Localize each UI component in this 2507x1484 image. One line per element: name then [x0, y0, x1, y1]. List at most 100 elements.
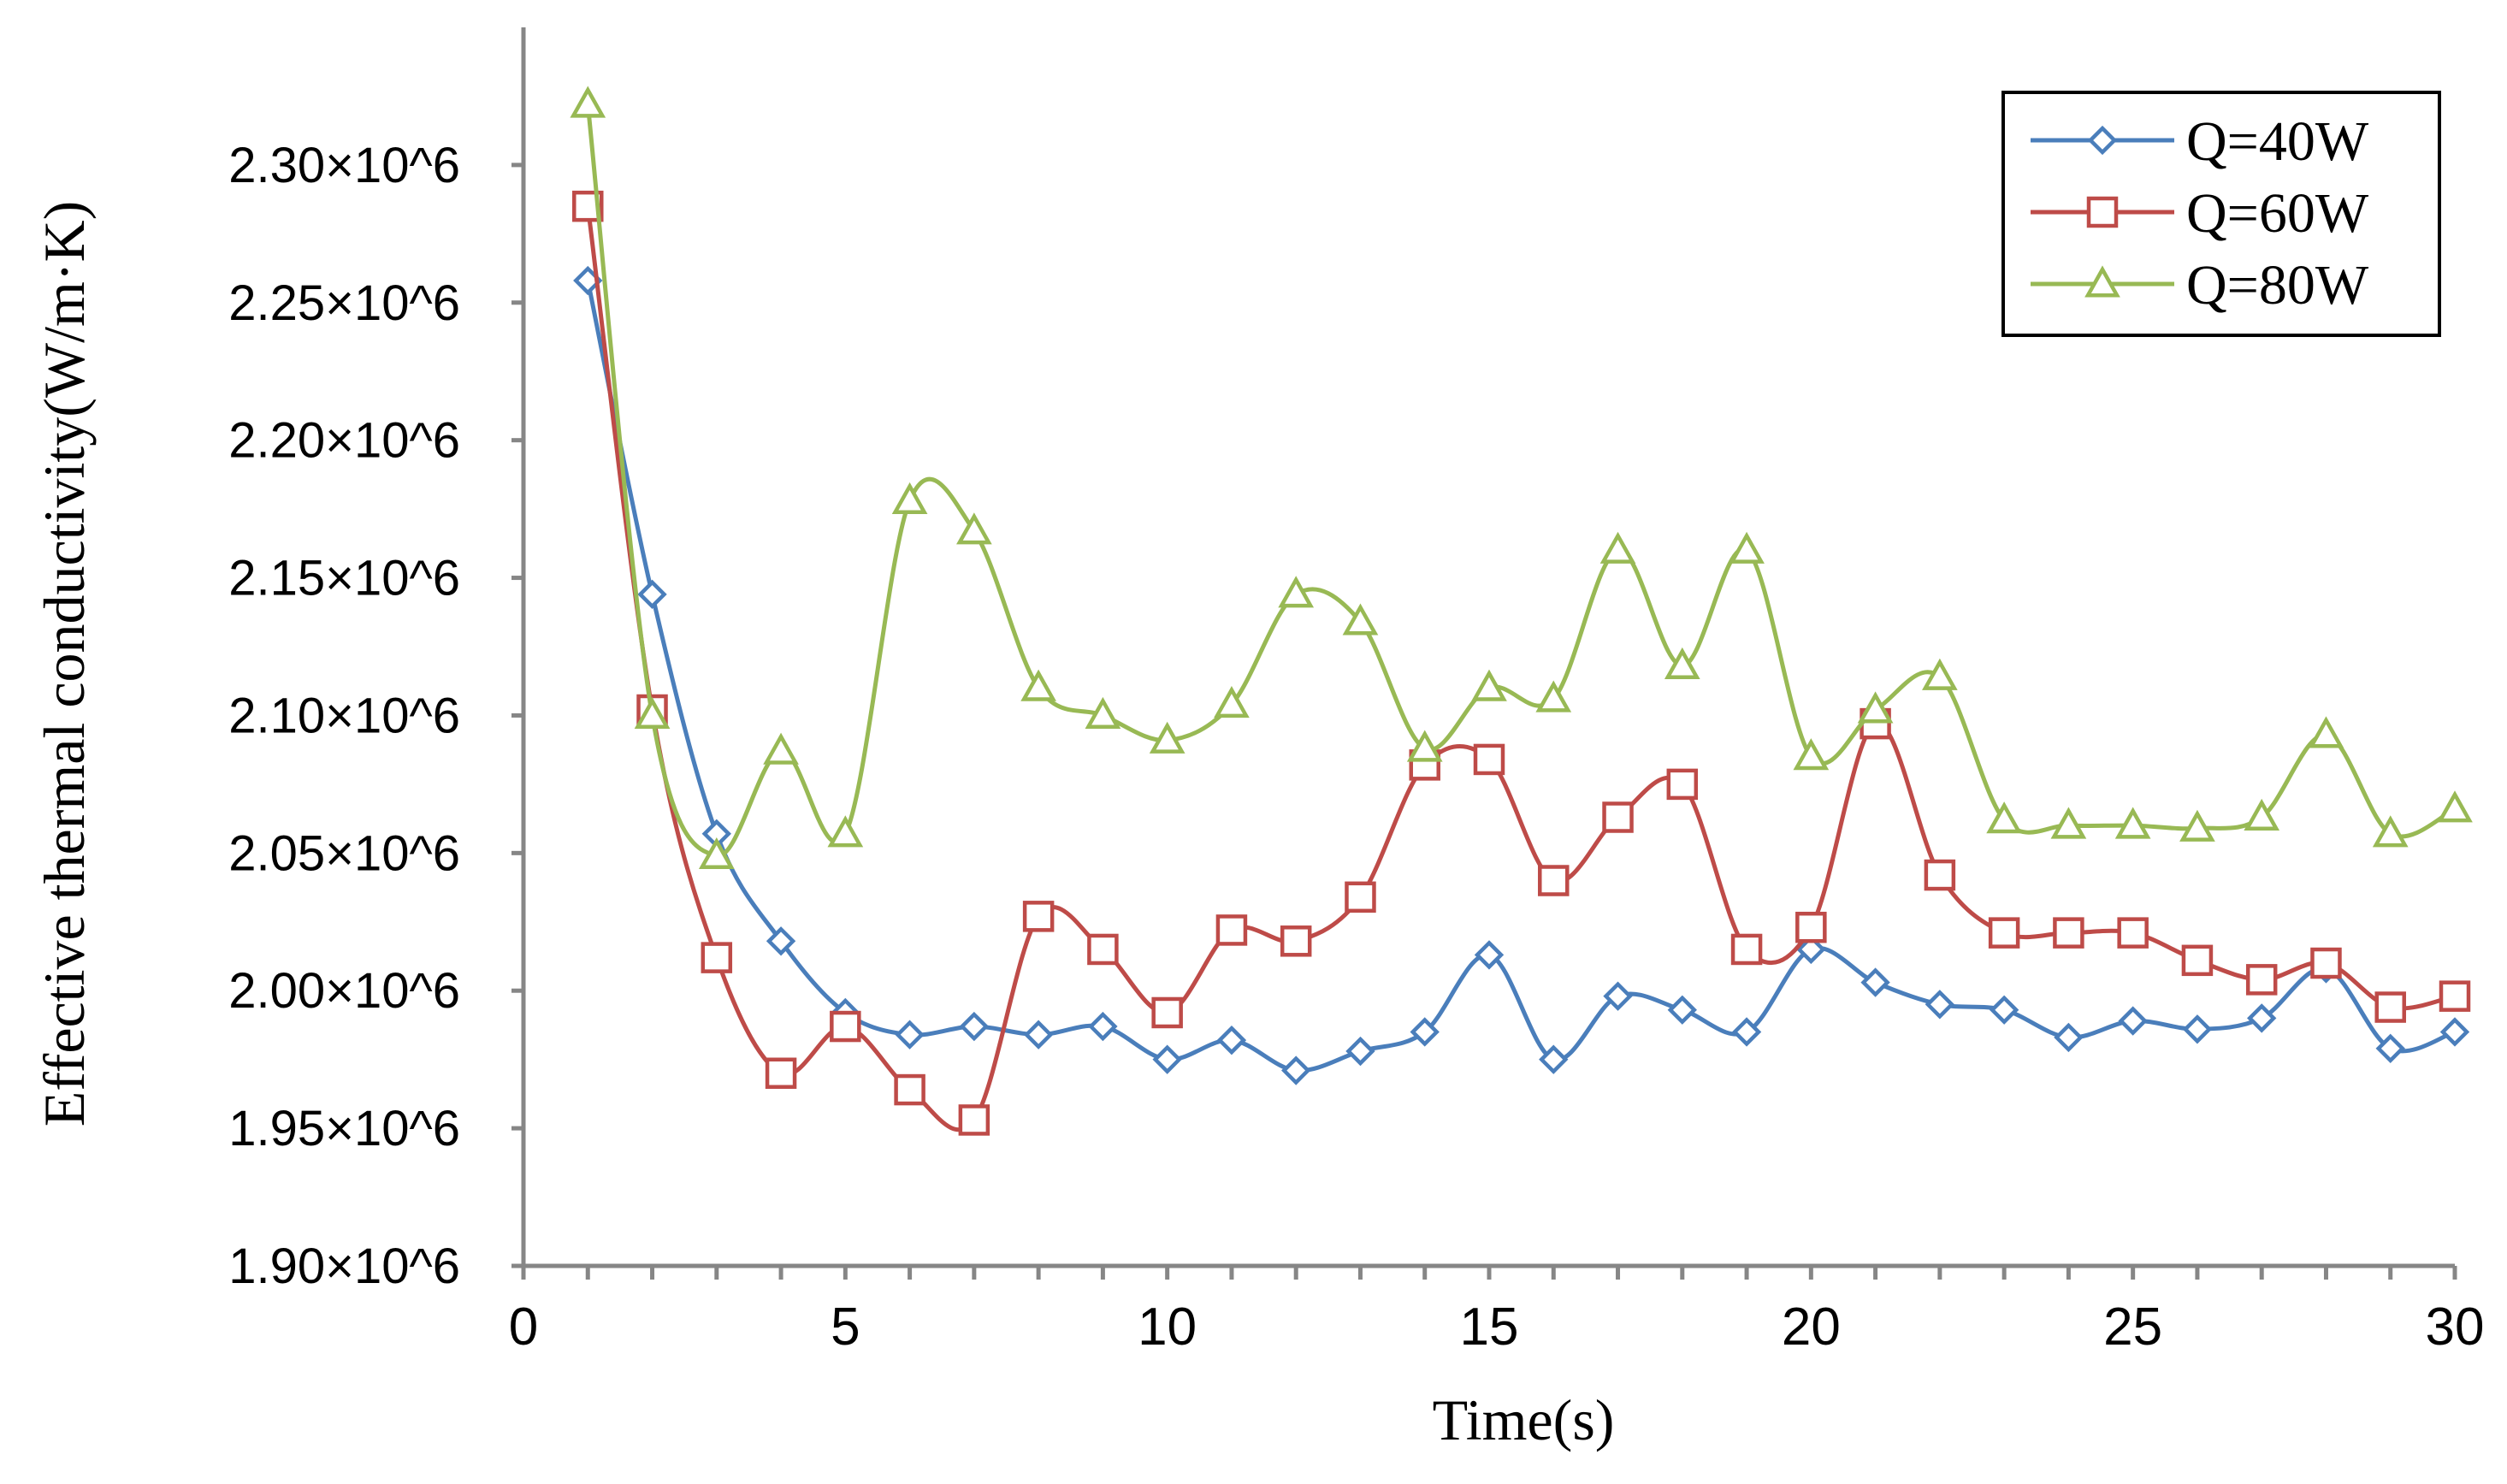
data-point-q-60w [2310, 947, 2342, 979]
data-point-q-60w [1215, 914, 1248, 946]
data-point-q-80w [634, 696, 671, 729]
legend-marker-q-40w [2087, 125, 2118, 156]
data-point-q-80w [763, 732, 799, 765]
data-point-q-60w [2181, 944, 2214, 977]
data-point-q-60w [894, 1073, 925, 1106]
legend-item-q-80w: Q=80W [2031, 254, 2369, 316]
legend-label-q-40w: Q=40W [2186, 110, 2369, 173]
series-q-60w [572, 190, 2471, 1136]
x-axis-ticks: 0 5 10 15 20 25 30 [509, 1266, 2485, 1357]
series-layer [570, 86, 2473, 1136]
series-line-q-60w [585, 205, 2456, 1132]
data-point-q-80w [1020, 669, 1056, 701]
y-tick-label: 2.05×10^6 [228, 825, 460, 881]
data-point-q-80w [570, 86, 606, 118]
data-point-q-40w [1281, 1055, 1311, 1085]
data-point-q-80w [698, 837, 735, 870]
data-point-q-80w [1664, 647, 1700, 680]
data-point-q-40w [1152, 1044, 1182, 1074]
x-tick-label: 15 [1460, 1298, 1519, 1357]
y-tick-label: 2.20×10^6 [228, 413, 460, 469]
data-point-q-60w [1473, 743, 1505, 776]
y-tick-label: 2.10×10^6 [228, 688, 460, 743]
data-point-q-40w [2182, 1014, 2213, 1044]
data-point-q-80w [1214, 685, 1250, 718]
data-point-q-40w [1731, 1017, 1762, 1047]
data-point-q-40w [1474, 940, 1505, 970]
data-point-q-60w [1087, 933, 1119, 966]
data-point-q-80w [1149, 721, 1186, 754]
data-point-q-40w [895, 1020, 925, 1049]
data-point-q-60w [1538, 865, 1570, 896]
data-point-q-40w [637, 579, 667, 610]
x-tick-label: 0 [509, 1298, 538, 1357]
legend-item-q-60w: Q=60W [2031, 182, 2369, 245]
data-point-q-80w [2114, 807, 2151, 839]
data-point-q-80w [1793, 738, 1830, 771]
data-point-q-40w [2054, 1022, 2084, 1053]
data-point-q-40w [1860, 967, 1890, 997]
y-tick-label: 2.30×10^6 [228, 138, 460, 193]
y-tick-label: 1.95×10^6 [228, 1101, 460, 1156]
series-q-40w [573, 265, 2470, 1085]
data-point-q-40w [2375, 1033, 2405, 1063]
data-point-q-80w [2244, 798, 2280, 831]
legend-marker-q-60w [2086, 196, 2119, 228]
data-point-q-40w [1925, 990, 1955, 1020]
data-point-q-60w [1602, 801, 1634, 833]
data-point-q-40w [1023, 1020, 1054, 1049]
data-point-q-60w [1345, 881, 1376, 913]
data-point-q-40w [1796, 934, 1826, 965]
data-point-q-40w [2118, 1006, 2148, 1036]
data-point-q-40w [1539, 1044, 1569, 1074]
data-point-q-80w [1085, 696, 1121, 729]
data-point-q-80w [2179, 809, 2215, 842]
data-point-q-80w [1471, 669, 1507, 701]
data-point-q-60w [2439, 980, 2471, 1012]
data-point-q-60w [2245, 964, 2278, 996]
data-point-q-60w [1988, 917, 2020, 949]
y-axis-ticks: 1.90×10^6 1.95×10^6 2.00×10^6 2.05×10^6 2.10… [228, 138, 523, 1294]
legend: Q=40W Q=60W Q=80W [2001, 91, 2441, 337]
data-point-q-60w [2117, 917, 2149, 949]
data-point-q-40w [1410, 1017, 1440, 1047]
data-point-q-80w [1535, 680, 1572, 712]
data-point-q-60w [1730, 933, 1763, 966]
data-point-q-60w [2053, 917, 2084, 949]
data-point-q-60w [2374, 991, 2406, 1023]
x-tick-label: 10 [1138, 1298, 1197, 1357]
data-point-q-40w [959, 1011, 990, 1042]
data-point-q-60w [1280, 925, 1312, 957]
data-point-q-60w [1924, 859, 1956, 891]
legend-marker-q-80w [2084, 265, 2120, 298]
y-tick-label: 2.15×10^6 [228, 551, 460, 606]
data-point-q-80w [1729, 531, 1765, 564]
data-point-q-40w [1667, 995, 1697, 1025]
data-point-q-80w [2437, 790, 2473, 823]
legend-item-q-40w: Q=40W [2031, 110, 2369, 173]
data-point-q-80w [956, 512, 992, 545]
data-point-q-80w [827, 815, 864, 848]
data-point-q-80w [1857, 691, 1894, 724]
y-tick-label: 2.00×10^6 [228, 963, 460, 1019]
data-point-q-40w [766, 926, 796, 956]
data-point-q-40w [2247, 1003, 2277, 1033]
data-point-q-60w [1666, 768, 1699, 801]
data-point-q-60w [958, 1104, 990, 1136]
data-point-q-80w [1986, 801, 2022, 834]
data-point-q-60w [1795, 911, 1827, 943]
x-tick-label: 30 [2426, 1298, 2485, 1357]
data-point-q-80w [1342, 603, 1379, 636]
x-axis-title: Time(s) [1433, 1387, 1615, 1452]
x-tick-label: 20 [1782, 1298, 1841, 1357]
legend-label-q-60w: Q=60W [2186, 182, 2369, 245]
x-tick-label: 5 [831, 1298, 860, 1357]
data-point-q-80w [1406, 730, 1443, 762]
data-point-q-80w [1922, 658, 1958, 690]
data-point-q-60w [765, 1057, 797, 1090]
data-point-q-40w [1345, 1036, 1375, 1067]
data-point-q-40w [1603, 981, 1633, 1011]
y-axis-title: Effective thermal conductivity(W/m·K) [32, 201, 97, 1127]
data-point-q-60w [701, 942, 733, 973]
